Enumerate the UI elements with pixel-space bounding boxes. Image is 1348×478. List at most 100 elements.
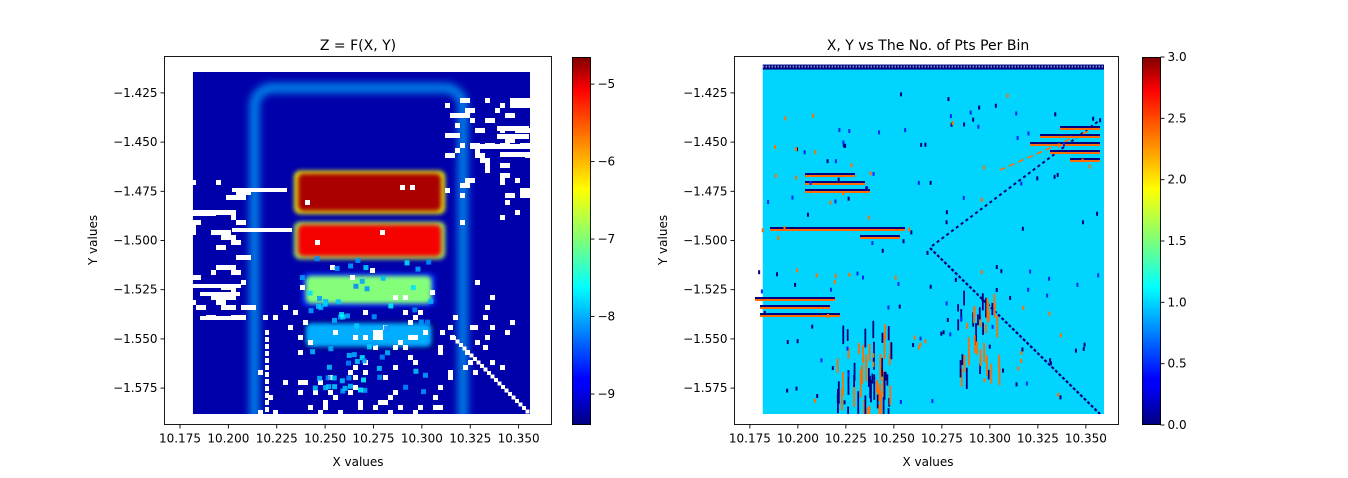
- right-edge-gap: [1108, 266, 1110, 267]
- empty-bin: [455, 339, 460, 344]
- vertical-streak: [973, 335, 976, 354]
- top-edge-gap: [948, 65, 950, 68]
- scattered-bin: [791, 195, 794, 200]
- right-edge-gap: [1108, 221, 1110, 222]
- scattered-bin: [777, 235, 780, 240]
- empty-bin: [186, 225, 196, 230]
- top-edge-gap: [912, 65, 914, 68]
- empty-bin: [485, 335, 490, 340]
- bright-bin: [385, 350, 391, 356]
- right-heatmap-scattered-bins: [758, 92, 1102, 405]
- scattered-bin: [1020, 358, 1023, 363]
- scattered-bin: [829, 200, 832, 205]
- empty-bin: [438, 345, 443, 350]
- right-edge-gap: [1108, 167, 1110, 168]
- top-edge-gap: [1098, 65, 1100, 68]
- top-edge-gap: [918, 65, 920, 68]
- scattered-bin: [794, 282, 797, 287]
- right-edge-gap: [1108, 335, 1110, 336]
- bright-bin: [377, 374, 383, 380]
- top-edge-gap: [1044, 65, 1046, 68]
- top-edge-gap: [1095, 65, 1097, 68]
- right-edge-gap: [1108, 215, 1110, 216]
- top-edge-gap: [840, 65, 842, 68]
- empty-bin: [450, 153, 455, 158]
- x-tick-label: 10.250: [873, 432, 915, 446]
- scattered-bin: [850, 163, 853, 168]
- right-edge-gap: [1108, 281, 1110, 282]
- vertical-streak: [853, 362, 856, 381]
- empty-bin: [232, 228, 292, 232]
- vertical-streak: [890, 342, 893, 360]
- bright-bin: [342, 385, 348, 391]
- top-edge-gap: [1047, 65, 1049, 68]
- empty-bin: [455, 123, 460, 128]
- empty-bin: [510, 193, 515, 198]
- vertical-streak: [868, 405, 871, 414]
- empty-bin: [265, 372, 269, 377]
- top-edge-gap: [897, 65, 899, 68]
- right-edge-gap: [1108, 161, 1110, 162]
- top-edge-gap: [813, 65, 815, 68]
- bright-bin: [335, 299, 341, 305]
- stripe-yellow: [770, 229, 905, 231]
- right-edge-gap: [1108, 92, 1110, 93]
- bright-bin: [425, 319, 431, 325]
- colorbar-tick-label: 0.5: [1168, 357, 1187, 371]
- empty-bin: [452, 336, 456, 340]
- top-edge-gap: [924, 65, 926, 68]
- scattered-bin: [842, 191, 845, 196]
- empty-bin: [480, 158, 490, 163]
- scattered-bin: [1025, 381, 1028, 386]
- empty-bin: [505, 138, 515, 143]
- vertical-streak: [963, 290, 965, 306]
- top-edge-gap: [1065, 65, 1067, 68]
- bright-bin: [376, 365, 382, 371]
- right-edge-gap: [1108, 377, 1110, 378]
- scattered-bin: [947, 97, 950, 102]
- top-edge-gap: [1014, 65, 1016, 68]
- vertical-streak: [853, 374, 856, 388]
- vertical-streak: [968, 349, 970, 366]
- vertical-streak: [998, 365, 1001, 386]
- empty-bin: [216, 265, 226, 270]
- top-edge-gap: [966, 65, 968, 68]
- vertical-streak: [991, 302, 994, 316]
- bright-bin: [339, 312, 345, 318]
- empty-bin: [226, 230, 231, 235]
- top-edge-gap: [864, 65, 866, 68]
- scattered-bin: [786, 340, 789, 345]
- empty-bin: [191, 275, 201, 280]
- empty-bin: [500, 365, 505, 370]
- scattered-bin: [924, 339, 927, 344]
- vertical-streak: [967, 337, 970, 350]
- scattered-bin: [1062, 142, 1065, 147]
- scattered-bin: [856, 271, 859, 276]
- right-edge-gap: [1108, 410, 1110, 411]
- empty-bin: [393, 390, 398, 395]
- vertical-streak: [889, 385, 892, 405]
- scattered-bin: [902, 239, 905, 244]
- scattered-bin: [988, 344, 991, 349]
- vertical-streak: [889, 342, 892, 356]
- bright-bin: [380, 275, 386, 281]
- right-edge-gap: [1108, 356, 1110, 357]
- top-edge-gap: [1002, 65, 1004, 68]
- bright-bin: [326, 364, 332, 370]
- vertical-streak: [836, 394, 839, 404]
- top-edge-gap: [876, 65, 878, 68]
- scattered-bin: [1048, 276, 1051, 281]
- right-edge-gap: [1108, 218, 1110, 219]
- bright-bin: [388, 303, 394, 309]
- vertical-streak: [975, 323, 977, 345]
- empty-bin: [358, 400, 363, 405]
- stripe-yellow: [1040, 136, 1100, 138]
- empty-bin: [403, 310, 408, 315]
- empty-bin: [315, 240, 320, 245]
- vertical-streak: [836, 358, 839, 374]
- vertical-streak: [979, 315, 982, 328]
- bright-bin: [326, 384, 332, 390]
- empty-bin: [393, 365, 398, 370]
- scattered-bin: [814, 398, 817, 403]
